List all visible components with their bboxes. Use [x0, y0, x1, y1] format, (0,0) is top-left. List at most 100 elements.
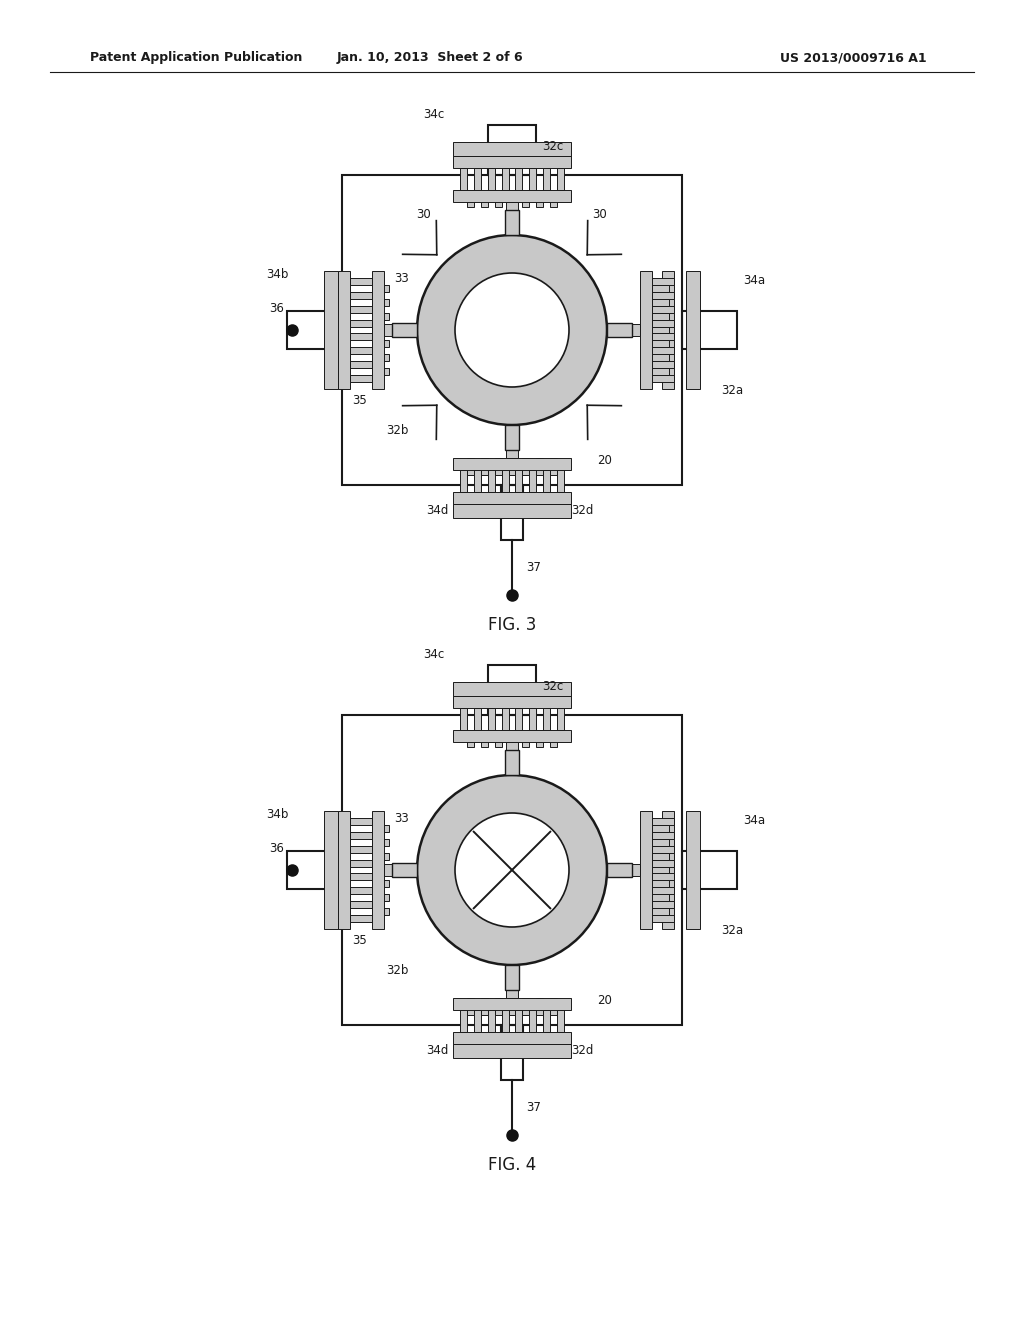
Text: 32d: 32d — [570, 1044, 593, 1056]
Bar — [506, 990, 518, 998]
Bar — [550, 458, 557, 474]
Bar — [652, 341, 669, 347]
Text: US 2013/0009716 A1: US 2013/0009716 A1 — [780, 51, 927, 65]
Bar — [392, 863, 417, 876]
Text: 34b: 34b — [266, 268, 288, 281]
Bar — [350, 319, 372, 326]
Circle shape — [417, 775, 607, 965]
Bar — [505, 750, 519, 775]
Bar — [372, 285, 388, 292]
Bar — [372, 326, 388, 334]
Bar — [350, 902, 372, 908]
Bar — [453, 1032, 571, 1044]
Text: 34a: 34a — [743, 273, 765, 286]
Text: 33: 33 — [394, 812, 410, 825]
Bar — [372, 825, 388, 832]
Text: 32a: 32a — [721, 384, 743, 396]
Bar — [350, 334, 372, 341]
Bar — [506, 202, 518, 210]
Bar — [652, 279, 674, 285]
Bar — [506, 450, 518, 458]
Bar — [372, 313, 388, 319]
Text: Patent Application Publication: Patent Application Publication — [90, 51, 302, 65]
Bar — [480, 730, 487, 747]
Bar — [453, 696, 571, 708]
Bar — [529, 1010, 537, 1032]
Bar — [338, 271, 350, 389]
Bar — [372, 838, 388, 846]
Text: FIG. 3: FIG. 3 — [487, 616, 537, 634]
Bar — [372, 866, 388, 874]
Bar — [550, 998, 557, 1015]
Bar — [652, 915, 674, 923]
Bar — [372, 354, 388, 362]
Text: 34a: 34a — [743, 813, 765, 826]
Bar — [662, 271, 674, 389]
Bar — [350, 874, 372, 880]
Bar — [544, 1010, 550, 1032]
Bar — [652, 354, 669, 362]
Bar — [502, 168, 509, 190]
Bar — [350, 292, 372, 298]
Bar — [544, 168, 550, 190]
Bar — [453, 156, 571, 168]
Text: 30: 30 — [417, 209, 431, 222]
Bar — [537, 458, 544, 474]
Text: 20: 20 — [597, 994, 612, 1006]
Bar — [350, 362, 372, 368]
Bar — [372, 853, 388, 859]
Bar — [652, 285, 669, 292]
Bar — [384, 323, 392, 337]
Text: 34c: 34c — [423, 648, 444, 661]
Bar — [652, 362, 674, 368]
Bar — [550, 730, 557, 747]
Text: 32b: 32b — [386, 424, 409, 437]
Text: 36: 36 — [269, 301, 285, 314]
Bar — [537, 998, 544, 1015]
Bar — [502, 708, 509, 730]
Bar — [682, 851, 737, 888]
Text: 33: 33 — [394, 272, 410, 285]
Bar — [342, 176, 682, 484]
Bar — [652, 347, 674, 354]
Bar — [537, 190, 544, 206]
Bar — [515, 470, 522, 492]
Bar — [467, 730, 474, 747]
Bar — [474, 470, 480, 492]
Bar — [682, 312, 737, 348]
Bar — [515, 168, 522, 190]
Bar — [632, 865, 640, 876]
Text: 32b: 32b — [386, 964, 409, 977]
Bar — [522, 730, 529, 747]
Bar — [652, 319, 674, 326]
Bar — [652, 375, 674, 381]
Bar — [350, 832, 372, 838]
Text: 34b: 34b — [266, 808, 288, 821]
Bar — [372, 271, 384, 389]
Bar — [652, 298, 669, 306]
Bar — [350, 347, 372, 354]
Text: 32d: 32d — [570, 503, 593, 516]
Bar — [652, 832, 674, 838]
Text: 34c: 34c — [423, 108, 444, 121]
Bar — [453, 504, 571, 517]
Bar — [640, 271, 652, 389]
Bar — [509, 458, 515, 474]
Bar — [460, 1010, 467, 1032]
Bar — [652, 825, 669, 832]
Bar — [474, 168, 480, 190]
Bar — [495, 730, 502, 747]
Bar — [652, 368, 669, 375]
Bar — [372, 298, 388, 306]
Bar — [557, 470, 564, 492]
Bar — [557, 168, 564, 190]
Bar — [522, 458, 529, 474]
Bar — [529, 708, 537, 730]
Bar — [652, 866, 669, 874]
Bar — [467, 998, 474, 1015]
Bar — [652, 902, 674, 908]
Bar — [453, 458, 571, 470]
Bar — [652, 334, 674, 341]
Bar — [686, 271, 700, 389]
Bar — [474, 1010, 480, 1032]
